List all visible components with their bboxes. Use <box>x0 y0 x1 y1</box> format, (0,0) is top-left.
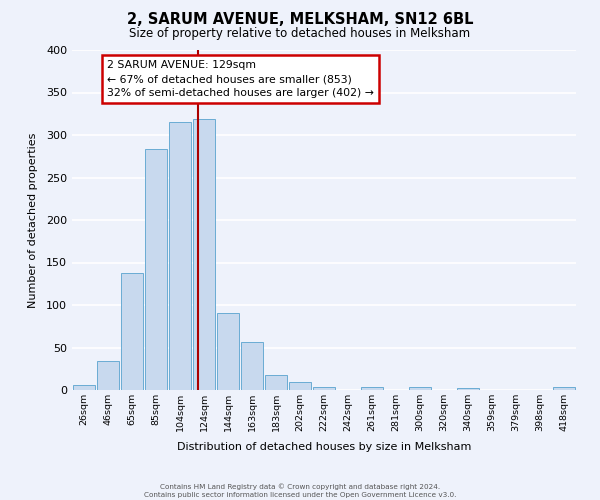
Text: Contains HM Land Registry data © Crown copyright and database right 2024.
Contai: Contains HM Land Registry data © Crown c… <box>144 484 456 498</box>
Bar <box>193 119 215 390</box>
Bar <box>97 361 119 390</box>
Bar <box>73 385 95 390</box>
Bar <box>217 312 239 390</box>
Bar <box>457 388 479 390</box>
Bar <box>289 382 311 390</box>
Y-axis label: Number of detached properties: Number of detached properties <box>28 132 38 308</box>
Bar <box>241 342 263 390</box>
Bar <box>313 388 335 390</box>
Text: 2 SARUM AVENUE: 129sqm
← 67% of detached houses are smaller (853)
32% of semi-de: 2 SARUM AVENUE: 129sqm ← 67% of detached… <box>107 60 374 98</box>
Bar <box>553 388 575 390</box>
Bar <box>409 388 431 390</box>
Bar <box>265 374 287 390</box>
Bar <box>121 272 143 390</box>
Text: Size of property relative to detached houses in Melksham: Size of property relative to detached ho… <box>130 28 470 40</box>
Bar <box>145 148 167 390</box>
Bar <box>361 386 383 390</box>
X-axis label: Distribution of detached houses by size in Melksham: Distribution of detached houses by size … <box>177 442 471 452</box>
Bar <box>169 122 191 390</box>
Text: 2, SARUM AVENUE, MELKSHAM, SN12 6BL: 2, SARUM AVENUE, MELKSHAM, SN12 6BL <box>127 12 473 28</box>
